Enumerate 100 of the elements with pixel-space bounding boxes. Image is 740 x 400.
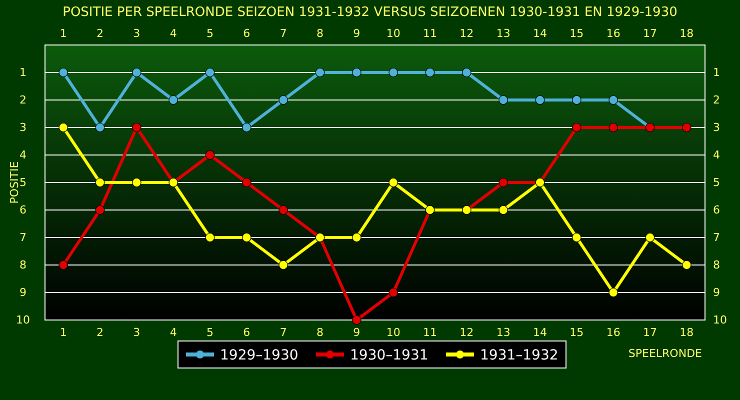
point	[95, 178, 105, 188]
x2-tick-label: 2	[96, 326, 104, 339]
x-tick-label: 14	[533, 27, 547, 40]
x-tick-label: 18	[680, 27, 694, 40]
x2-tick-label: 8	[316, 326, 324, 339]
y-tick-label: 5	[20, 176, 26, 190]
x2-tick-label: 15	[570, 326, 584, 339]
point	[388, 288, 398, 298]
point	[388, 68, 398, 78]
x-tick-label: 7	[280, 27, 287, 40]
x2-tick-label: 17	[643, 326, 657, 339]
x2-tick-label: 7	[280, 326, 287, 339]
y2-tick-label: 3	[713, 121, 720, 134]
y-tick-label: 8	[20, 258, 26, 272]
y-axis-title: POSITIE	[8, 161, 21, 204]
legend-label: 1930–1931	[350, 348, 428, 364]
x-axis-title: SPEELRONDE	[628, 347, 702, 360]
x-tick-label: 1	[60, 27, 67, 40]
point	[572, 232, 582, 242]
point	[132, 68, 142, 78]
point	[95, 122, 105, 132]
point	[572, 122, 582, 132]
point	[388, 178, 398, 188]
point	[168, 95, 178, 105]
y-tick-label: 7	[20, 231, 26, 244]
x2-tick-label: 13	[496, 326, 510, 339]
x2-tick-label: 3	[133, 326, 140, 339]
point	[242, 232, 252, 242]
point	[682, 122, 692, 132]
x-tick-label: 6	[243, 27, 250, 40]
x2-tick-label: 6	[243, 326, 250, 339]
y2-tick-label: 5	[713, 176, 720, 190]
point	[278, 205, 288, 215]
x-tick-label: 15	[570, 27, 584, 40]
y2-tick-label: 9	[713, 286, 720, 300]
point	[572, 95, 582, 105]
y2-tick-label: 6	[713, 204, 720, 217]
x2-tick-label: 10	[386, 326, 400, 339]
point	[242, 122, 252, 132]
point	[535, 95, 545, 105]
point	[645, 232, 655, 242]
x2-tick-label: 4	[170, 326, 177, 339]
point	[95, 205, 105, 215]
point	[352, 315, 362, 325]
point	[608, 122, 618, 132]
y-tick-label: 3	[20, 121, 26, 134]
point	[608, 95, 618, 105]
legend-label: 1929–1930	[220, 348, 298, 364]
legend-label: 1931–1932	[480, 348, 558, 364]
point	[352, 68, 362, 78]
y-tick-label: 10	[16, 314, 30, 327]
y-tick-label: 9	[20, 286, 26, 300]
y-tick-label: 6	[20, 204, 26, 217]
point	[352, 232, 362, 242]
x-tick-label: 17	[643, 27, 657, 40]
x-tick-label: 16	[606, 27, 620, 40]
x-tick-label: 9	[353, 27, 360, 40]
x2-tick-label: 9	[353, 326, 360, 339]
x2-tick-label: 16	[606, 326, 620, 339]
point	[278, 95, 288, 105]
x2-tick-label: 18	[680, 326, 694, 339]
x2-tick-label: 5	[206, 326, 214, 339]
x2-tick-label: 11	[423, 326, 437, 339]
x-tick-label: 12	[460, 27, 474, 40]
x-tick-label: 11	[423, 27, 437, 40]
point	[462, 68, 472, 78]
y2-tick-label: 10	[713, 314, 727, 327]
x-tick-label: 10	[386, 27, 400, 40]
point	[205, 232, 215, 242]
point	[132, 178, 142, 188]
x2-tick-label: 1	[60, 326, 67, 339]
x-tick-label: 8	[316, 27, 324, 40]
point	[315, 68, 325, 78]
point	[58, 68, 68, 78]
y2-tick-label: 4	[713, 148, 720, 162]
point	[608, 288, 618, 298]
point	[205, 68, 215, 78]
point	[278, 260, 288, 270]
point	[498, 178, 508, 188]
point	[425, 68, 435, 78]
point	[498, 205, 508, 215]
x-tick-label: 5	[206, 27, 214, 40]
y2-tick-label: 8	[713, 258, 720, 272]
x2-tick-label: 14	[533, 326, 547, 339]
x-tick-label: 13	[496, 27, 510, 40]
point	[58, 260, 68, 270]
x-tick-label: 3	[133, 27, 140, 40]
y2-tick-label: 2	[713, 94, 720, 107]
point	[498, 95, 508, 105]
point	[242, 178, 252, 188]
y2-tick-label: 1	[713, 66, 720, 80]
point	[682, 260, 692, 270]
y-tick-label: 1	[20, 66, 26, 80]
x-tick-label: 4	[170, 27, 177, 40]
y-tick-label: 4	[20, 148, 26, 162]
y-tick-label: 2	[20, 94, 26, 107]
x2-tick-label: 12	[460, 326, 474, 339]
chart-title: POSITIE PER SPEELRONDE SEIZOEN 1931-1932 VERSUS SEIZOENEN 1930-1931 EN 1929-1930	[62, 5, 678, 20]
x-tick-label: 2	[96, 27, 104, 40]
point	[132, 122, 142, 132]
